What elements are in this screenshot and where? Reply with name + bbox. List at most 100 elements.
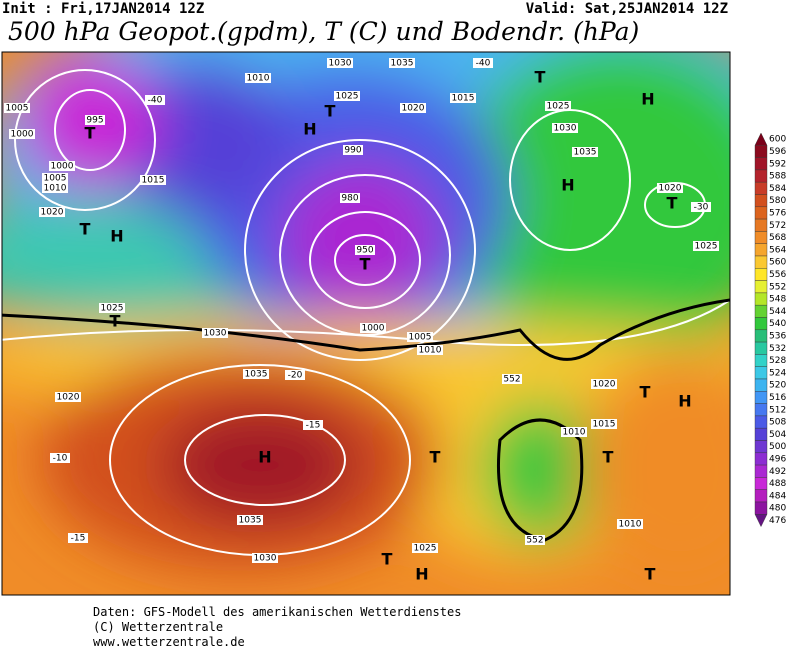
colorbar-swatch (754, 317, 768, 330)
colorbar-label: 580 (769, 196, 786, 206)
colorbar-swatch (754, 231, 768, 244)
label-box (140, 175, 166, 185)
colorbar-label: 512 (769, 405, 786, 415)
label-box (252, 553, 278, 563)
label-box (473, 58, 493, 68)
colorbar-swatch (754, 145, 768, 158)
valid-time: Valid: Sat,25JAN2014 12Z (526, 1, 728, 17)
colorbar-label: 528 (769, 356, 786, 366)
contour-label: 980 (341, 194, 358, 204)
colorbar-label: 556 (769, 270, 786, 280)
colorbar-swatch (754, 280, 768, 294)
contour-label: -40 (476, 59, 491, 69)
isobars (2, 69, 730, 556)
label-box (145, 95, 165, 105)
pressure-center: T (80, 220, 91, 239)
footer-line: www.wetterzentrale.de (93, 635, 245, 648)
label-box (237, 515, 263, 525)
label-box (99, 303, 125, 313)
pressure-center: T (603, 448, 614, 467)
colorbar-label: 548 (769, 295, 786, 305)
colorbar-label: 500 (769, 442, 786, 452)
contour-label: 990 (344, 146, 361, 156)
colorbar-label: 560 (769, 258, 786, 268)
contour-label: 1010 (44, 184, 67, 194)
contour-label: 1010 (619, 520, 642, 530)
label-box (243, 369, 269, 379)
contour-label: 1025 (547, 102, 570, 112)
label-box (691, 202, 711, 212)
pressure-center: T (640, 383, 651, 402)
colorbar-label: 552 (769, 282, 786, 292)
contour-label: 950 (356, 246, 373, 256)
contour-label: -40 (148, 96, 163, 106)
colorbar-swatch (754, 194, 768, 207)
colorbar-swatch (754, 305, 768, 318)
contour-label: 1005 (409, 333, 432, 343)
colorbar-swatch (754, 182, 768, 195)
pressure-center: T (110, 312, 121, 331)
colorbar-swatch (754, 169, 768, 183)
footer-line: Daten: GFS-Modell des amerikanischen Wet… (93, 605, 461, 619)
colorbar-label: 592 (769, 159, 786, 169)
colorbar-swatch (754, 501, 768, 515)
contour-label: -15 (71, 534, 86, 544)
pressure-center: T (325, 102, 336, 121)
contour-label: 1000 (11, 130, 34, 140)
pressure-center: T (667, 194, 678, 213)
label-box (545, 101, 571, 111)
colorbar-swatch (754, 366, 768, 380)
colorbar-label: 596 (769, 147, 786, 157)
colorbar: 600 596 592 588 584 580 576 572 568 564 560 556 552 5… (754, 132, 786, 528)
contour-label: -30 (694, 203, 709, 213)
contour-label: 1005 (44, 174, 67, 184)
colorbar-swatch (754, 464, 768, 478)
colorbar-swatch (754, 268, 768, 281)
label-box (417, 345, 443, 355)
label-box (245, 73, 271, 83)
colorbar-label: 588 (769, 172, 786, 182)
contour-label: 552 (503, 375, 520, 385)
pressure-center: T (535, 68, 546, 87)
contour-label: 1030 (254, 554, 277, 564)
contour-552-cut-off (496, 418, 584, 542)
contour-label: 995 (86, 116, 103, 126)
colorbar-label: 568 (769, 233, 786, 243)
label-box (285, 370, 305, 380)
pressure-center: H (258, 448, 271, 467)
colorbar-swatch (754, 489, 768, 503)
pressure-center: H (641, 90, 654, 109)
contour-label: 1030 (204, 329, 227, 339)
label-box (343, 145, 363, 155)
label-box (49, 161, 75, 171)
label-box (502, 374, 522, 384)
pressure-center: T (382, 550, 393, 569)
colorbar-swatch (754, 292, 768, 306)
colorbar-label: 532 (769, 344, 786, 354)
label-box (303, 420, 323, 430)
colorbar-swatch (754, 403, 768, 417)
colorbar-swatch (754, 378, 768, 392)
contour-label: 1030 (554, 124, 577, 134)
pressure-center: T (85, 124, 96, 143)
colorbar-label: 536 (769, 331, 786, 341)
label-box (693, 241, 719, 251)
colorbar-swatch (754, 341, 768, 355)
contour-label: 1035 (239, 516, 262, 526)
pressure-center: H (415, 565, 428, 584)
contour-label: 1020 (593, 380, 616, 390)
label-box (407, 332, 433, 342)
colorbar-label: 488 (769, 479, 786, 489)
label-box (42, 183, 68, 193)
contour-label: -20 (288, 371, 303, 381)
colorbar-swatch (754, 391, 768, 404)
label-box (657, 183, 683, 193)
label-box (360, 323, 386, 333)
colorbar-label: 576 (769, 208, 786, 218)
label-box (42, 173, 68, 183)
label-box (327, 58, 353, 68)
contour-label: 1035 (245, 370, 268, 380)
pressure-center: H (561, 176, 574, 195)
